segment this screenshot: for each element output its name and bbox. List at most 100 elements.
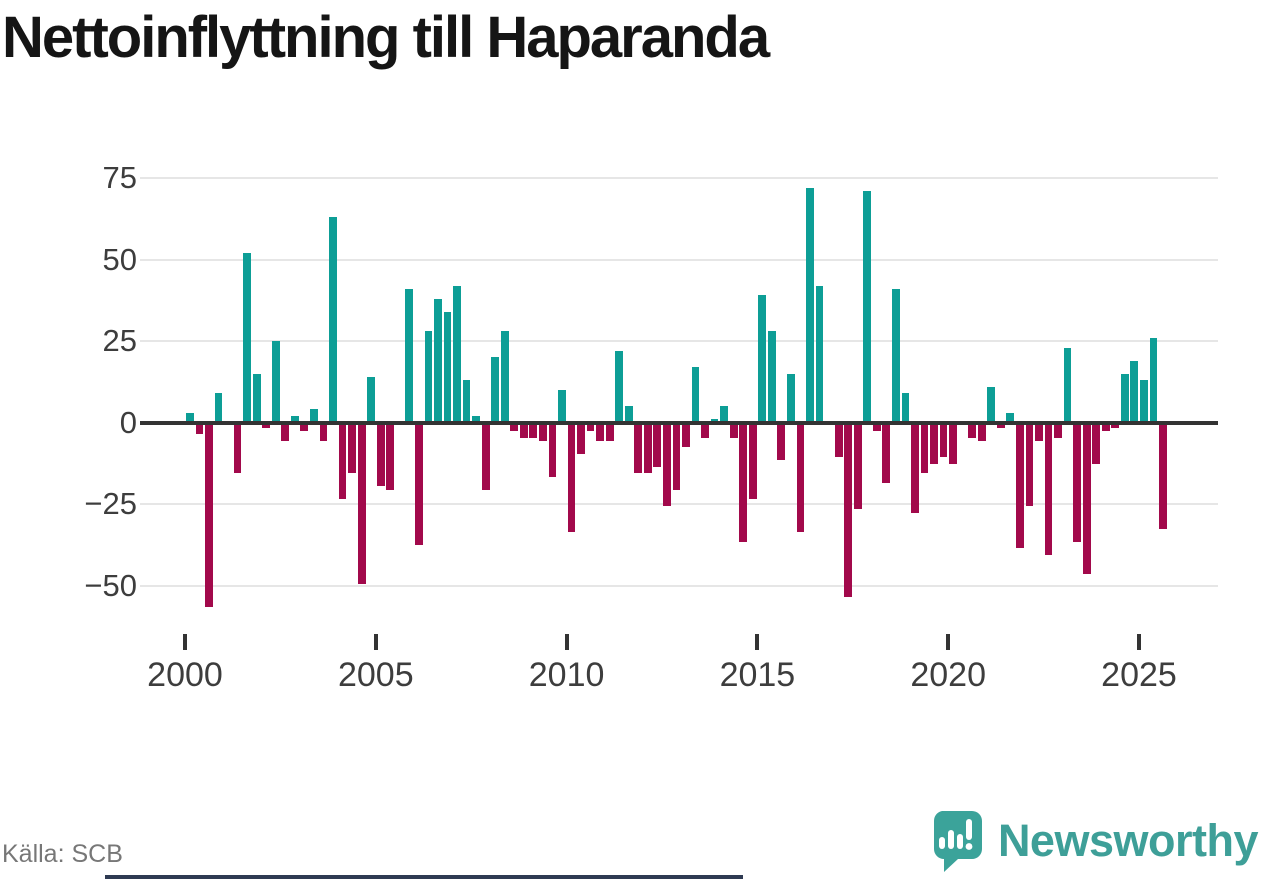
negative-bar xyxy=(872,424,881,432)
negative-bar xyxy=(777,424,786,461)
negative-bar xyxy=(376,424,385,487)
negative-bar xyxy=(1035,424,1043,441)
x-axis-tick xyxy=(755,634,760,650)
negative-bar xyxy=(1101,424,1110,432)
y-axis-tick-label: 50 xyxy=(102,241,137,277)
source-label: Källa: SCB xyxy=(2,840,123,868)
positive-bar xyxy=(186,412,194,423)
positive-bar xyxy=(901,393,910,423)
y-axis-tick-label: 75 xyxy=(102,160,137,195)
progress-bar xyxy=(105,875,743,879)
positive-bar xyxy=(1006,412,1015,423)
exclamation-dot xyxy=(965,843,973,850)
y-gridline xyxy=(140,584,1218,587)
y-axis-tick-label: −50 xyxy=(84,567,137,603)
negative-bar xyxy=(796,424,805,533)
positive-bar xyxy=(214,393,223,423)
x-axis-year-label: 2010 xyxy=(528,656,605,694)
negative-bar xyxy=(834,424,843,458)
negative-bar xyxy=(510,424,519,432)
positive-bar xyxy=(310,409,318,423)
negative-bar xyxy=(519,424,528,438)
negative-bar xyxy=(844,424,853,598)
positive-bar xyxy=(815,285,824,423)
positive-bar xyxy=(691,367,700,423)
negative-bar xyxy=(414,424,423,546)
positive-bar xyxy=(1130,360,1139,423)
negative-bar xyxy=(748,424,757,500)
positive-bar xyxy=(290,415,299,423)
negative-bar xyxy=(481,424,490,490)
negative-bar xyxy=(996,424,1005,428)
negative-bar xyxy=(357,424,366,585)
positive-bar xyxy=(1149,337,1158,423)
negative-bar xyxy=(643,424,652,474)
negative-bar xyxy=(538,424,547,441)
negative-bar xyxy=(281,424,290,441)
negative-bar xyxy=(1159,424,1167,529)
y-axis-tick-label: −25 xyxy=(84,486,137,521)
negative-bar xyxy=(949,424,957,464)
x-axis-year-label: 2015 xyxy=(719,656,796,694)
exclamation-stem xyxy=(965,819,972,840)
negative-bar xyxy=(529,424,538,438)
positive-bar xyxy=(806,187,814,423)
mini-bar-2 xyxy=(947,830,954,849)
negative-bar xyxy=(577,424,585,454)
negative-bar xyxy=(319,424,328,441)
negative-bar xyxy=(1025,424,1034,506)
positive-bar xyxy=(624,406,633,423)
negative-bar xyxy=(205,424,213,608)
positive-bar xyxy=(500,331,509,423)
positive-bar xyxy=(558,389,566,423)
positive-bar xyxy=(1120,373,1129,423)
y-axis-tick-label: 0 xyxy=(119,404,137,440)
y-gridline xyxy=(140,340,1218,342)
negative-bar xyxy=(1015,424,1024,549)
negative-bar xyxy=(567,424,576,533)
negative-bar xyxy=(1054,424,1062,438)
y-gridline xyxy=(140,503,1218,505)
y-gridline xyxy=(140,258,1218,261)
x-axis-tick xyxy=(1137,634,1141,650)
negative-bar xyxy=(1073,424,1082,542)
negative-bar xyxy=(1092,424,1101,464)
negative-bar xyxy=(1082,424,1091,575)
positive-bar xyxy=(863,191,872,423)
negative-bar xyxy=(233,424,242,474)
negative-bar xyxy=(195,424,204,435)
negative-bar xyxy=(682,424,690,448)
negative-bar xyxy=(729,424,738,438)
mini-bar-3 xyxy=(956,834,963,849)
x-axis-year-label: 2025 xyxy=(1101,656,1177,694)
negative-bar xyxy=(672,424,681,490)
x-axis-tick xyxy=(564,634,569,650)
positive-bar xyxy=(787,373,795,423)
positive-bar xyxy=(367,376,376,423)
negative-bar xyxy=(338,424,347,500)
positive-bar xyxy=(271,341,280,423)
newsworthy-wordmark: Newsworthy xyxy=(997,815,1259,866)
negative-bar xyxy=(1044,424,1053,555)
positive-bar xyxy=(891,288,900,423)
positive-bar xyxy=(1140,380,1148,423)
positive-bar xyxy=(405,288,414,423)
negative-bar xyxy=(977,424,986,441)
negative-bar xyxy=(386,424,395,490)
newsworthy-logo-icon xyxy=(933,811,982,872)
positive-bar xyxy=(462,380,471,423)
negative-bar xyxy=(739,424,748,542)
negative-bar xyxy=(300,424,309,432)
x-axis-tick xyxy=(946,634,951,650)
positive-bar xyxy=(472,415,480,423)
negative-bar xyxy=(930,424,938,464)
positive-bar xyxy=(615,350,624,423)
negative-bar xyxy=(1111,424,1120,428)
positive-bar xyxy=(1063,347,1072,423)
y-axis-tick-label: 25 xyxy=(102,323,137,358)
negative-bar xyxy=(701,424,709,438)
negative-bar xyxy=(911,424,919,513)
positive-bar xyxy=(987,386,996,423)
negative-bar xyxy=(634,424,643,474)
